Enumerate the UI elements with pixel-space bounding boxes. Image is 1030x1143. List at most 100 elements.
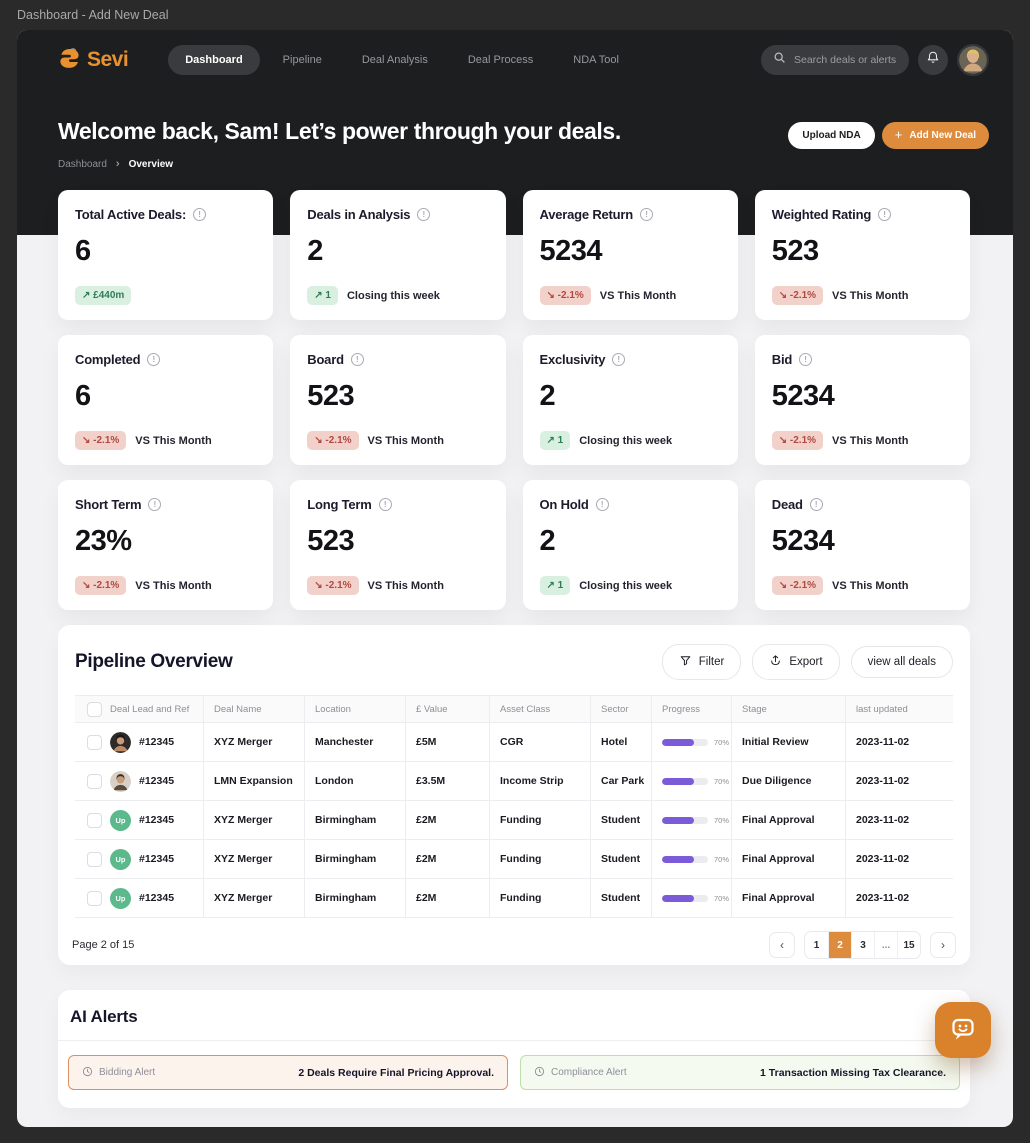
deal-name: XYZ Merger <box>203 723 304 761</box>
deal-ref: #12345 <box>139 736 175 748</box>
deal-sector: Student <box>590 879 651 917</box>
nav-item-pipeline[interactable]: Pipeline <box>282 54 322 66</box>
chat-bubble-icon <box>947 1013 979 1048</box>
filter-button[interactable]: Filter <box>661 644 742 680</box>
prev-page-button[interactable]: ‹ <box>769 932 795 958</box>
deal-stage: Final Approval <box>731 879 845 917</box>
info-icon[interactable]: ! <box>350 353 364 366</box>
row-checkbox[interactable] <box>87 890 102 906</box>
stat-title: Weighted Rating <box>771 207 872 222</box>
table-row[interactable]: Up #12345 XYZ Merger Birmingham £2M Fund… <box>75 879 953 918</box>
table-row[interactable]: #12345 XYZ Merger Manchester £5M CGR Hot… <box>75 723 953 762</box>
deal-ref: #12345 <box>139 892 175 904</box>
pagination: Page 2 of 15 ‹ 1 2 3 ... 15 › <box>58 918 970 959</box>
col-location: Location <box>304 696 405 722</box>
stat-title: Bid <box>771 352 793 367</box>
col-sector: Sector <box>590 696 651 722</box>
col-progress: Progress <box>651 696 731 722</box>
info-icon[interactable]: ! <box>640 208 654 221</box>
col-deal-lead-ref: Deal Lead and Ref <box>110 703 190 715</box>
row-checkbox[interactable] <box>87 851 102 867</box>
navbar-right <box>761 44 989 76</box>
next-page-button[interactable]: › <box>930 932 956 958</box>
page-button-3[interactable]: 3 <box>851 932 874 958</box>
stat-card-weighted-rating: Weighted Rating! 523 ↘ -2.1% VS This Mont… <box>754 190 970 320</box>
deal-ref: #12345 <box>139 853 175 865</box>
info-icon[interactable]: ! <box>417 208 431 221</box>
bell-icon <box>926 50 940 70</box>
chevron-right-icon: › <box>941 938 945 952</box>
hero-buttons: Upload NDA + Add New Deal <box>788 121 989 149</box>
notifications-button[interactable] <box>918 45 948 75</box>
stat-card-deals-in-analysis: Deals in Analysis! 2 ↗ 1 Closing this wee… <box>290 190 506 320</box>
page-number-group: 1 2 3 ... 15 <box>804 931 921 959</box>
trend-badge: ↗ £440m <box>75 286 132 305</box>
progress-label: 70% <box>714 815 730 825</box>
sevi-logo-icon <box>58 46 82 75</box>
deal-stage: Final Approval <box>731 801 845 839</box>
divider <box>58 1040 970 1041</box>
stat-note: Closing this week <box>346 289 440 302</box>
chat-widget-button[interactable] <box>935 1002 991 1058</box>
add-new-deal-button[interactable]: + Add New Deal <box>881 121 989 149</box>
info-icon[interactable]: ! <box>595 498 609 511</box>
export-button[interactable]: Export <box>752 644 840 680</box>
page-button-15[interactable]: 15 <box>897 932 920 958</box>
deal-updated: 2023-11-02 <box>845 762 953 800</box>
info-icon[interactable]: ! <box>378 498 392 511</box>
trend-badge: ↗ 1 <box>307 286 338 305</box>
row-checkbox[interactable] <box>87 773 102 789</box>
col-stage: Stage <box>731 696 845 722</box>
page-button-1[interactable]: 1 <box>813 939 820 951</box>
row-checkbox[interactable] <box>87 812 102 828</box>
user-avatar[interactable] <box>957 44 989 76</box>
stat-card-bid: Bid! 5234 ↘ -2.1% VS This Month <box>754 335 970 465</box>
info-icon[interactable]: ! <box>148 498 162 511</box>
select-all-checkbox[interactable] <box>87 701 102 717</box>
stat-value: 5234 <box>771 525 835 557</box>
table-row[interactable]: #12345 LMN Expansion London £3.5M Income… <box>75 762 953 801</box>
info-icon[interactable]: ! <box>612 353 626 366</box>
info-icon[interactable]: ! <box>193 208 207 221</box>
row-checkbox[interactable] <box>87 734 102 750</box>
deal-asset-class: Funding <box>489 801 590 839</box>
trend-badge: ↘ -2.1% <box>771 286 824 305</box>
add-new-deal-label: Add New Deal <box>909 129 976 141</box>
progress-label: 70% <box>714 737 730 747</box>
search-icon <box>773 51 786 69</box>
trend-badge: ↘ -2.1% <box>75 576 127 595</box>
nav-item-dashboard[interactable]: Dashboard <box>168 45 260 75</box>
nav-item-nda-tool[interactable]: NDA Tool <box>573 54 619 66</box>
page-heading: Welcome back, Sam! Let’s power through y… <box>58 118 621 144</box>
search-bar[interactable] <box>761 45 909 75</box>
nav-item-deal-process[interactable]: Deal Process <box>467 54 534 66</box>
info-icon[interactable]: ! <box>147 353 161 366</box>
deal-progress: 70% <box>651 879 731 917</box>
breadcrumb-dashboard[interactable]: Dashboard <box>58 158 107 170</box>
info-icon[interactable]: ! <box>809 498 823 511</box>
filter-label: Filter <box>698 656 725 668</box>
chevron-right-icon: › <box>115 158 120 170</box>
bidding-alert[interactable]: Bidding Alert 2 Deals Require Final Pric… <box>68 1055 508 1090</box>
deal-updated: 2023-11-02 <box>845 801 953 839</box>
table-row[interactable]: Up #12345 XYZ Merger Birmingham £2M Fund… <box>75 840 953 879</box>
stat-note: VS This Month <box>135 579 212 592</box>
info-icon[interactable]: ! <box>799 353 813 366</box>
stat-value: 6 <box>75 380 91 412</box>
trend-badge: ↗ 1 <box>539 576 571 595</box>
table-row[interactable]: Up #12345 XYZ Merger Birmingham £2M Fund… <box>75 801 953 840</box>
alert-label-text: Bidding Alert <box>99 1067 156 1078</box>
view-all-deals-button[interactable]: view all deals <box>850 646 953 678</box>
col-last-updated: last updated <box>845 696 953 722</box>
compliance-alert[interactable]: Compliance Alert 1 Transaction Missing T… <box>520 1055 960 1090</box>
nav-item-deal-analysis[interactable]: Deal Analysis <box>361 54 428 66</box>
stat-note: VS This Month <box>367 434 444 447</box>
info-icon[interactable]: ! <box>878 208 892 221</box>
deal-location: London <box>304 762 405 800</box>
upload-nda-button[interactable]: Upload NDA <box>788 121 875 149</box>
page-button-2[interactable]: 2 <box>828 932 851 958</box>
search-input[interactable] <box>794 54 897 66</box>
stat-value: 2 <box>539 525 556 557</box>
deal-lead-avatar: Up <box>110 809 131 831</box>
brand[interactable]: Sevi <box>58 46 129 75</box>
